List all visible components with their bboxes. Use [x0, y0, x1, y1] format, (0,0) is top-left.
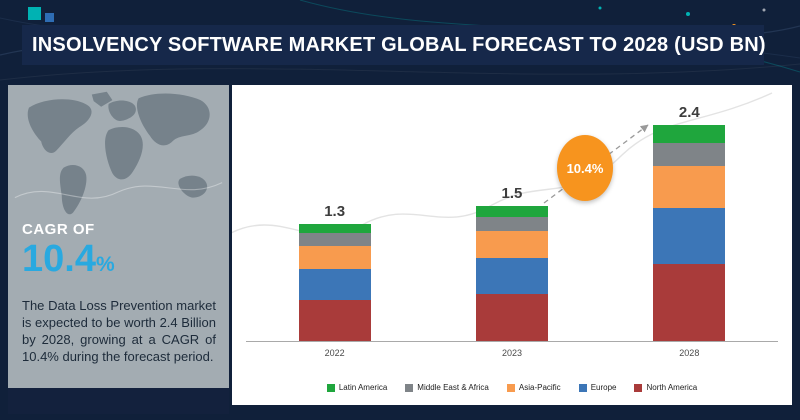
cagr-label: CAGR OF — [22, 221, 95, 238]
cagr-value: 10.4% — [22, 240, 115, 278]
segment-europe-2022 — [298, 269, 371, 300]
bar-stack-2028 — [653, 125, 726, 341]
x-axis-label-2023: 2023 — [501, 348, 522, 358]
legend-item-asia-pacific: Asia-Pacific — [506, 383, 561, 392]
segment-middle-east-africa-2022 — [298, 233, 371, 246]
segment-latin-america-2022 — [298, 224, 371, 233]
segment-latin-america-2023 — [475, 206, 548, 217]
sidebar-footer-strip — [8, 388, 229, 414]
segment-europe-2023 — [475, 258, 548, 294]
bar-stack-2023 — [475, 206, 548, 341]
x-axis-label-2022: 2022 — [324, 348, 345, 358]
segment-europe-2028 — [653, 208, 726, 264]
cagr-number: 10.4 — [22, 238, 96, 280]
legend-swatch-latin-america — [326, 383, 335, 392]
legend-item-europe: Europe — [578, 383, 617, 392]
segment-asia-pacific-2028 — [653, 166, 726, 208]
legend-swatch-europe — [578, 383, 587, 392]
x-axis-label-2028: 2028 — [679, 348, 700, 358]
segment-north-america-2022 — [298, 300, 371, 341]
segment-middle-east-africa-2028 — [653, 143, 726, 166]
legend-label-middle-east-africa: Middle East & Africa — [417, 383, 489, 392]
legend-swatch-north-america — [634, 383, 643, 392]
header: INSOLVENCY SOFTWARE MARKET GLOBAL FORECA… — [22, 25, 766, 65]
stacked-bar-plot: 1.3 2022 1.5 2023 2.4 2028 — [246, 101, 778, 358]
legend-swatch-middle-east-africa — [405, 383, 414, 392]
chart-card: 1.3 2022 1.5 2023 2.4 2028 10.4% Latin Americ… — [232, 85, 792, 405]
page-title: INSOLVENCY SOFTWARE MARKET GLOBAL FORECA… — [32, 33, 766, 56]
segment-asia-pacific-2023 — [475, 231, 548, 258]
legend-label-north-america: North America — [646, 383, 698, 392]
growth-badge: 10.4% — [557, 135, 613, 201]
segment-north-america-2028 — [653, 264, 726, 341]
legend-item-middle-east-africa: Middle East & Africa — [405, 383, 489, 392]
legend-swatch-asia-pacific — [506, 383, 515, 392]
legend-item-latin-america: Latin America — [326, 383, 388, 392]
bar-group-2028: 2.4 2028 — [653, 104, 726, 358]
segment-middle-east-africa-2023 — [475, 217, 548, 231]
bar-total-label-2022: 1.3 — [324, 203, 346, 220]
cagr-description: The Data Loss Prevention market is expec… — [22, 298, 216, 365]
bar-group-2022: 1.3 2022 — [298, 203, 371, 358]
bar-group-2023: 1.5 2023 — [475, 185, 548, 358]
legend-label-latin-america: Latin America — [338, 383, 388, 392]
bar-stack-2022 — [298, 224, 371, 341]
legend-label-asia-pacific: Asia-Pacific — [518, 383, 561, 392]
segment-latin-america-2028 — [653, 125, 726, 143]
cagr-block: CAGR OF 10.4% — [22, 221, 115, 278]
segment-north-america-2023 — [475, 294, 548, 341]
bar-total-label-2023: 1.5 — [501, 185, 523, 202]
sidebar: CAGR OF 10.4% The Data Loss Prevention m… — [8, 85, 229, 388]
legend-label-europe: Europe — [590, 383, 617, 392]
segment-asia-pacific-2022 — [298, 246, 371, 269]
bar-total-label-2028: 2.4 — [678, 104, 700, 121]
world-map-graphic — [14, 91, 223, 215]
legend-item-north-america: North America — [634, 383, 697, 392]
cagr-percent-sign: % — [95, 253, 115, 276]
teal-accent-square — [28, 7, 41, 20]
legend: Latin America Middle East & Africa Asia-Pa… — [232, 383, 792, 392]
blue-accent-square — [45, 13, 54, 22]
